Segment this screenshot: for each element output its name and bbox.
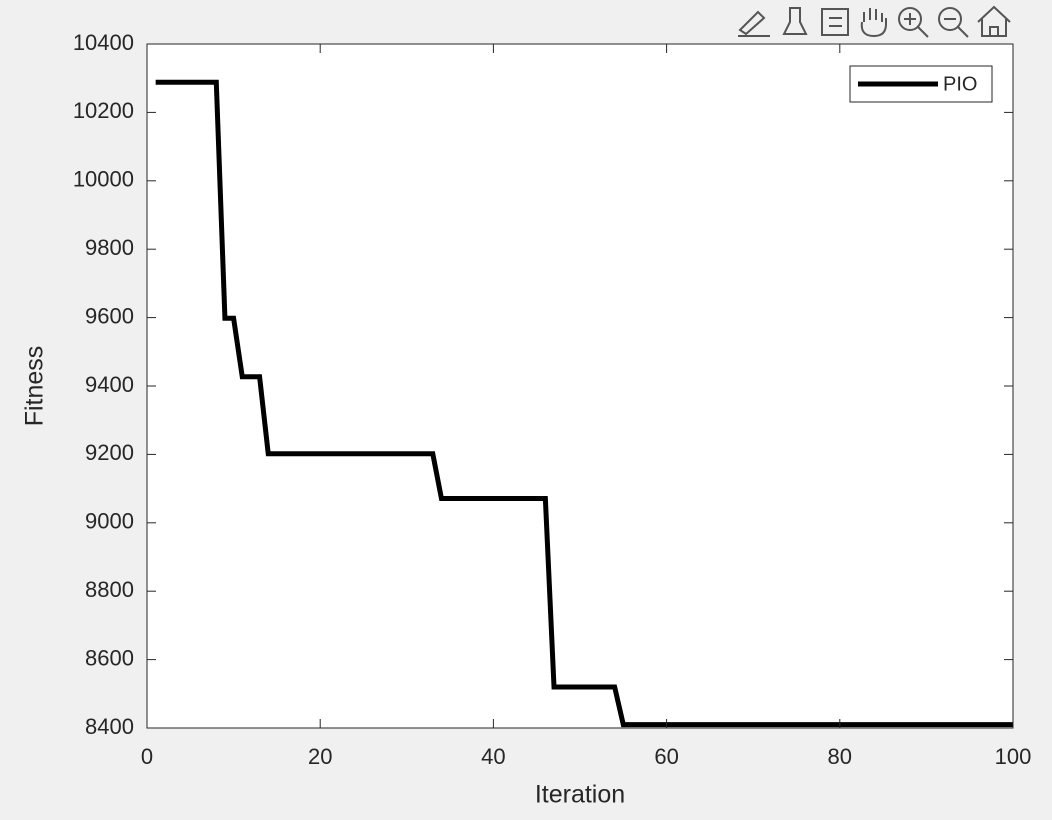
y-tick-label: 9400 xyxy=(85,372,134,397)
y-tick-label: 9000 xyxy=(85,509,134,534)
toolbar-home[interactable] xyxy=(977,5,1011,37)
x-axis-label: Iteration xyxy=(535,781,625,809)
y-axis-label: Fitness xyxy=(21,346,49,427)
y-tick-label: 10400 xyxy=(73,30,134,55)
toolbar-zoom-in[interactable] xyxy=(898,7,929,38)
toolbar-pan[interactable] xyxy=(860,8,887,38)
y-tick-label: 8800 xyxy=(85,577,134,602)
x-tick-label: 100 xyxy=(995,744,1032,769)
toolbar-edit[interactable] xyxy=(738,10,770,37)
x-tick-label: 80 xyxy=(828,744,852,769)
x-tick-label: 60 xyxy=(654,744,678,769)
y-tick-label: 9800 xyxy=(85,235,134,260)
line xyxy=(155,79,1013,728)
y-tick-label: 10000 xyxy=(73,167,134,192)
y-tick-label: 9200 xyxy=(85,440,134,465)
x-tick-label: 0 xyxy=(141,744,153,769)
y-tick-label: 10200 xyxy=(73,98,134,123)
x-tick-label: 20 xyxy=(308,744,332,769)
y-tick-label: 9600 xyxy=(85,303,134,328)
toolbar-datatip[interactable] xyxy=(821,8,849,36)
legend-label: PIO xyxy=(943,73,977,95)
toolbar-zoom-out[interactable] xyxy=(938,7,969,38)
y-tick-label: 8400 xyxy=(85,714,134,739)
plot-area xyxy=(147,44,1013,728)
toolbar xyxy=(738,5,1011,38)
y-tick-label: 8600 xyxy=(85,645,134,670)
toolbar-brush[interactable] xyxy=(782,7,808,35)
x-tick-label: 40 xyxy=(481,744,505,769)
